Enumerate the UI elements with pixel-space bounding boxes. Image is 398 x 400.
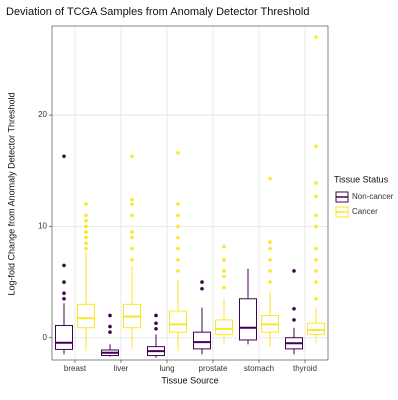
x-tick-label: breast	[64, 364, 87, 373]
outlier	[130, 202, 134, 206]
outlier	[268, 280, 272, 284]
plot-border	[51, 25, 329, 361]
outlier	[200, 280, 204, 284]
x-tick-label: lung	[159, 364, 174, 373]
outlier	[130, 230, 134, 234]
outlier	[84, 219, 88, 223]
outlier	[268, 240, 272, 244]
outlier	[222, 269, 226, 273]
outlier	[84, 246, 88, 251]
legend-label: Non-cancer	[352, 192, 394, 201]
box	[239, 298, 257, 341]
outlier	[62, 296, 66, 301]
legend-title: Tissue Status	[334, 174, 389, 184]
outlier	[222, 285, 226, 290]
outlier	[130, 213, 134, 218]
outlier	[314, 296, 318, 301]
outlier	[130, 197, 134, 202]
outlier	[314, 144, 318, 149]
outlier	[84, 235, 88, 240]
x-tick-label: stomach	[244, 364, 274, 373]
outlier	[176, 258, 180, 262]
outlier	[176, 202, 180, 206]
outlier	[292, 306, 296, 311]
box	[77, 303, 95, 329]
outlier	[176, 224, 180, 229]
outlier	[176, 269, 180, 273]
outlier	[84, 230, 88, 234]
box	[193, 331, 211, 350]
outlier	[314, 213, 318, 218]
outlier	[62, 154, 66, 159]
outlier	[268, 176, 272, 181]
outlier	[62, 280, 66, 284]
outlier	[154, 313, 158, 318]
outlier	[84, 213, 88, 218]
outlier	[62, 291, 66, 296]
outlier	[268, 246, 272, 251]
outlier	[292, 269, 296, 273]
y-tick-label: 0	[43, 333, 48, 342]
box	[215, 319, 233, 335]
box	[55, 324, 73, 350]
y-axis-title: Log-fold Change from Anomaly Detector Th…	[6, 93, 16, 296]
outlier	[176, 235, 180, 240]
outlier	[176, 151, 180, 155]
box	[307, 322, 325, 335]
x-axis-title: Tissue Source	[161, 375, 218, 385]
box	[169, 310, 187, 333]
plot-background	[52, 26, 328, 360]
outlier	[130, 258, 134, 262]
outlier	[268, 258, 272, 262]
outlier	[176, 246, 180, 251]
outlier	[222, 258, 226, 262]
outlier	[130, 154, 134, 159]
outlier	[84, 241, 88, 245]
outlier	[314, 246, 318, 251]
outlier	[108, 330, 112, 334]
outlier	[314, 35, 318, 39]
outlier	[108, 313, 112, 318]
y-tick-label: 10	[38, 222, 47, 231]
chart-title: Deviation of TCGA Samples from Anomaly D…	[6, 6, 309, 18]
x-tick-label: prostate	[199, 364, 228, 373]
y-tick-label: 20	[38, 110, 47, 119]
outlier	[200, 286, 204, 291]
outlier	[84, 224, 88, 229]
outlier	[62, 263, 66, 268]
x-tick-label: thyroid	[293, 364, 317, 373]
outlier	[108, 324, 112, 329]
outlier	[314, 194, 318, 199]
outlier	[154, 327, 158, 331]
outlier	[292, 318, 296, 322]
outlier	[84, 202, 88, 206]
outlier	[314, 224, 318, 229]
outlier	[314, 258, 318, 262]
outlier	[130, 246, 134, 251]
outlier	[268, 269, 272, 273]
outlier	[154, 321, 158, 326]
outlier	[222, 274, 226, 279]
outlier	[222, 244, 226, 249]
x-tick-label: liver	[114, 364, 129, 373]
outlier	[130, 235, 134, 240]
outlier	[314, 280, 318, 284]
outlier	[176, 213, 180, 218]
legend-label: Cancer	[352, 207, 378, 216]
outlier	[314, 181, 318, 185]
outlier	[314, 269, 318, 273]
